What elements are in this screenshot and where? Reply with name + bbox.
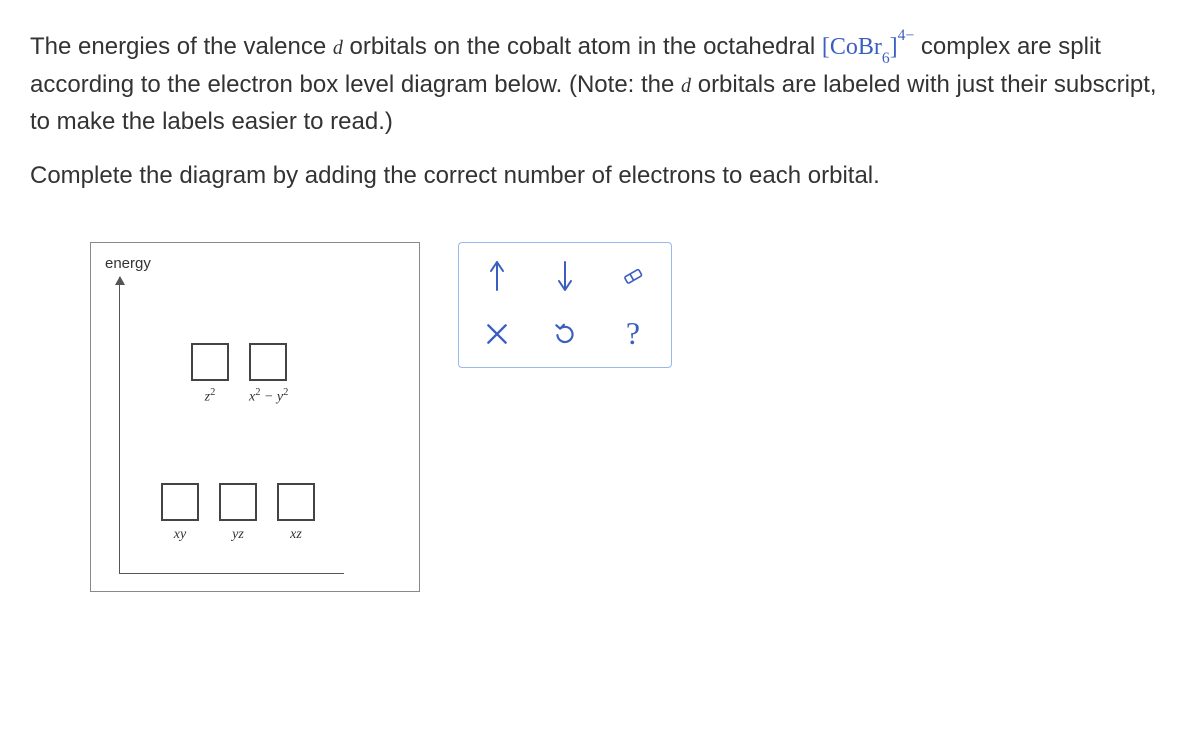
complex-formula: [CoBr6]4− bbox=[822, 29, 914, 66]
orbital-label-xz: xz bbox=[277, 527, 315, 543]
orbital-label-xy: xy bbox=[161, 527, 199, 543]
orbital-xz: xz bbox=[277, 483, 315, 543]
spin-down-button[interactable] bbox=[531, 247, 599, 305]
work-area: energy z2 x2 − y2 xy yz xz bbox=[30, 242, 1170, 592]
clear-button[interactable] bbox=[463, 305, 531, 363]
orbital-label-x2y2: x2 − y2 bbox=[249, 387, 288, 406]
prompt-text: Complete the diagram by adding the corre… bbox=[30, 157, 1170, 194]
close-icon bbox=[484, 321, 510, 347]
orbital-box-xz[interactable] bbox=[277, 483, 315, 521]
help-button[interactable]: ? bbox=[599, 305, 667, 363]
arrow-down-icon bbox=[550, 259, 580, 293]
orbital-box-x2y2[interactable] bbox=[249, 343, 287, 381]
q-part1a: The energies of the valence bbox=[30, 33, 333, 60]
energy-axis-label: energy bbox=[105, 255, 405, 272]
energy-axis bbox=[119, 277, 120, 573]
undo-icon bbox=[552, 321, 578, 347]
orbital-box-yz[interactable] bbox=[219, 483, 257, 521]
q-part1b: orbitals on the cobalt atom in the octah… bbox=[343, 33, 822, 60]
tool-palette: ? bbox=[458, 242, 672, 368]
help-icon: ? bbox=[626, 315, 640, 352]
orbital-x2y2: x2 − y2 bbox=[249, 343, 288, 406]
eraser-button[interactable] bbox=[599, 247, 667, 305]
orbital-label-z2: z2 bbox=[191, 387, 229, 406]
t2g-level: xy yz xz bbox=[161, 483, 315, 543]
orbital-box-z2[interactable] bbox=[191, 343, 229, 381]
d-letter-2: d bbox=[681, 75, 691, 97]
orbital-box-xy[interactable] bbox=[161, 483, 199, 521]
spin-up-button[interactable] bbox=[463, 247, 531, 305]
eraser-icon bbox=[620, 263, 646, 289]
orbital-xy: xy bbox=[161, 483, 199, 543]
eg-level: z2 x2 − y2 bbox=[191, 343, 288, 406]
question-text: The energies of the valence d orbitals o… bbox=[30, 28, 1170, 141]
arrow-up-icon bbox=[482, 259, 512, 293]
energy-level-diagram: energy z2 x2 − y2 xy yz xz bbox=[90, 242, 420, 592]
orbital-label-yz: yz bbox=[219, 527, 257, 543]
d-letter-1: d bbox=[333, 37, 343, 59]
reset-button[interactable] bbox=[531, 305, 599, 363]
orbital-z2: z2 bbox=[191, 343, 229, 406]
orbital-yz: yz bbox=[219, 483, 257, 543]
